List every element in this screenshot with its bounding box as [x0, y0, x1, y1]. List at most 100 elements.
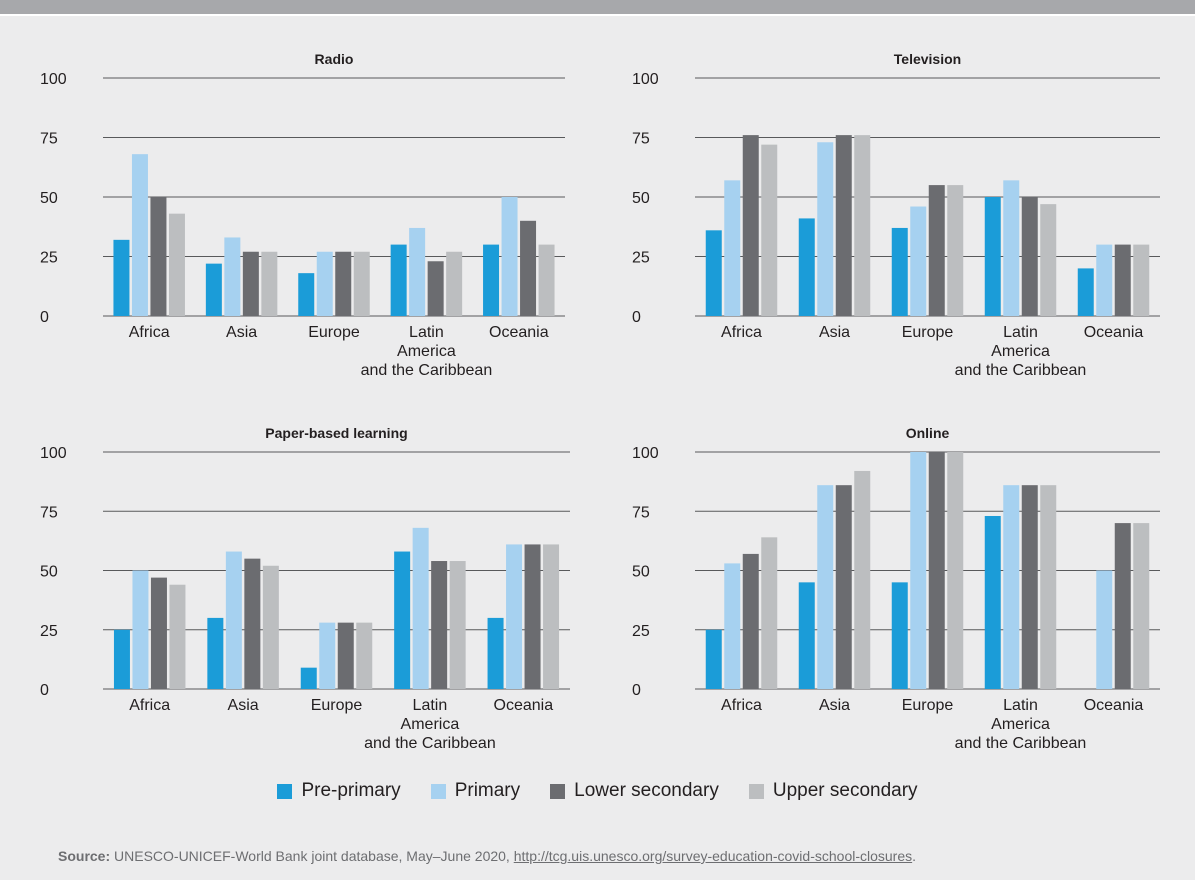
y-tick-label: 25: [40, 250, 58, 267]
bar: [506, 544, 523, 689]
bar: [242, 251, 259, 316]
x-tick-label: Asia: [228, 697, 259, 714]
bar: [1040, 204, 1057, 316]
source-label: Source:: [58, 848, 111, 864]
bar: [113, 239, 130, 316]
bar: [817, 142, 834, 316]
legend-label-upper-secondary: Upper secondary: [772, 780, 918, 801]
chart-title: Paper-based learning: [265, 425, 407, 441]
x-tick-label: and the Caribbean: [955, 735, 1087, 752]
bar: [817, 485, 834, 689]
x-tick-label: and the Caribbean: [955, 362, 1087, 379]
bar: [1003, 180, 1020, 316]
online-chart: Online 0 25 50 75 100 Africa Asia Europe Latin Ame…: [632, 425, 1160, 752]
bar: [798, 582, 815, 689]
x-tick-label: Latin: [1003, 324, 1038, 341]
bar: [835, 135, 852, 316]
y-tick-label: 25: [40, 623, 58, 640]
bar: [224, 237, 241, 316]
y-tick-label: 75: [632, 504, 650, 521]
chart-title: Television: [894, 51, 961, 67]
y-tick-label: 100: [40, 71, 67, 88]
bar: [761, 144, 778, 316]
legend-swatch-primary: [430, 783, 446, 799]
legend-label-primary: Primary: [454, 780, 521, 801]
x-tick-label: Asia: [819, 324, 850, 341]
bar: [1133, 244, 1150, 316]
y-tick-label: 0: [40, 682, 49, 699]
bar: [910, 452, 927, 689]
x-tick-label: Asia: [226, 324, 257, 341]
x-tick-label: Europe: [902, 697, 954, 714]
bar: [132, 570, 149, 689]
x-tick-label: and the Caribbean: [364, 735, 496, 752]
bar: [1040, 485, 1057, 689]
bar: [169, 584, 186, 689]
bar: [910, 206, 927, 316]
bar: [113, 629, 130, 689]
bar: [761, 537, 778, 689]
bar: [798, 218, 815, 316]
legend-swatch-lower-secondary: [550, 783, 566, 799]
bar: [1003, 485, 1020, 689]
bar: [1096, 570, 1113, 689]
bar: [891, 227, 908, 316]
bar: [298, 273, 315, 316]
x-tick-label: and the Caribbean: [361, 362, 493, 379]
x-tick-label: Latin: [413, 697, 448, 714]
x-tick-label: Oceania: [489, 324, 549, 341]
x-tick-label: Asia: [819, 697, 850, 714]
y-tick-label: 25: [632, 623, 650, 640]
bar: [412, 527, 429, 689]
bar: [390, 244, 407, 316]
source-note: Source: UNESCO-UNICEF-World Bank joint d…: [58, 848, 916, 864]
y-tick-label: 50: [632, 564, 650, 581]
legend: Pre-primary Primary Lower secondary Uppe…: [0, 778, 1195, 804]
x-tick-label: America: [991, 716, 1050, 733]
bar: [1077, 268, 1094, 316]
bar: [483, 244, 500, 316]
x-tick-label: Latin: [1003, 697, 1038, 714]
bar: [1096, 244, 1113, 316]
x-tick-label: Europe: [902, 324, 954, 341]
bar: [742, 553, 759, 689]
bar: [1133, 523, 1150, 689]
bar: [928, 452, 945, 689]
legend-swatch-upper-secondary: [748, 783, 764, 799]
bar: [431, 561, 448, 689]
bar: [262, 565, 279, 689]
bar: [1021, 485, 1038, 689]
bar: [316, 251, 333, 316]
header-divider: [0, 14, 1195, 16]
bar: [854, 470, 871, 689]
bar: [409, 227, 426, 316]
legend-item-upper-secondary: Upper secondary: [748, 780, 918, 802]
bar: [335, 251, 352, 316]
paper-based-learning-chart: Paper-based learning 0 25 50 75 100 Africa Asia…: [40, 425, 570, 752]
bar: [394, 551, 411, 689]
x-tick-label: America: [397, 343, 456, 360]
x-tick-label: Oceania: [1084, 324, 1144, 341]
bar: [353, 251, 370, 316]
bar: [131, 154, 148, 316]
x-tick-label: America: [991, 343, 1050, 360]
bar: [150, 577, 167, 689]
y-tick-label: 0: [632, 309, 641, 326]
y-tick-label: 100: [632, 445, 659, 462]
source-link[interactable]: http://tcg.uis.unesco.org/survey-educati…: [513, 848, 913, 864]
x-tick-label: Oceania: [1084, 697, 1144, 714]
x-tick-label: Africa: [721, 324, 762, 341]
bar: [1114, 244, 1131, 316]
bar: [337, 622, 354, 689]
bar: [705, 629, 722, 689]
y-tick-label: 50: [632, 190, 650, 207]
x-tick-label: Africa: [129, 697, 170, 714]
y-tick-label: 0: [632, 682, 641, 699]
bar: [207, 617, 224, 689]
source-text: UNESCO-UNICEF-World Bank joint database,…: [110, 848, 514, 864]
bar: [928, 185, 945, 316]
bar: [449, 561, 466, 689]
x-tick-label: Latin: [409, 324, 444, 341]
bar: [984, 515, 1001, 689]
y-tick-label: 75: [40, 131, 58, 148]
